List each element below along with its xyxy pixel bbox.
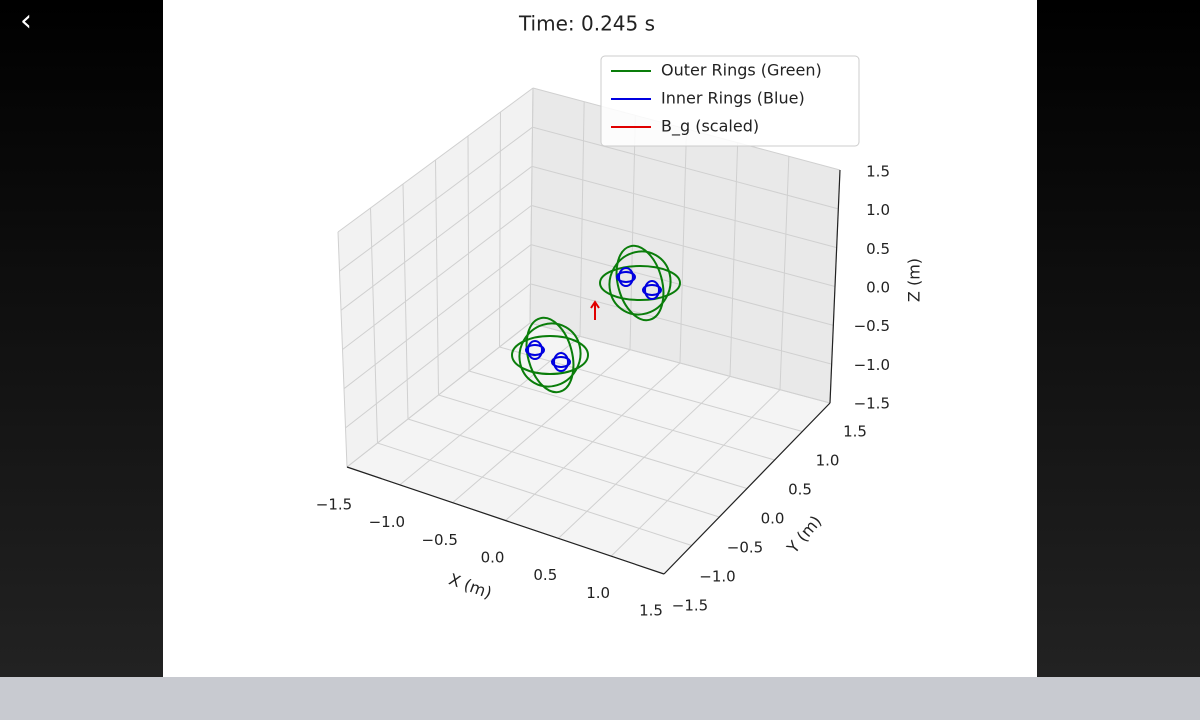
inner-ring [551,356,571,368]
axis-line [346,466,665,575]
grid-line [532,126,839,210]
grid-line [337,87,534,233]
inner-ring [618,267,634,287]
legend-label: B_g (scaled) [661,117,759,137]
outer-ring [615,244,665,322]
grid-line [499,346,803,432]
tick-label: −1.5 [672,597,708,615]
tick-label: −1.0 [699,568,735,586]
legend-label: Inner Rings (Blue) [661,89,805,108]
outer-ring [511,335,589,375]
back-button[interactable]: ‹ [20,4,32,39]
tick-label: 1.5 [639,602,663,620]
bottom-bar [0,677,1200,720]
legend: Outer Rings (Green) Inner Rings (Blue) B… [600,55,860,147]
outer-ring [608,250,672,316]
plot-title: Time: 0.245 s [518,12,655,36]
tick-label: −1.0 [854,356,890,374]
tick-label: 1.5 [843,423,867,441]
tick-label: −0.5 [727,539,763,557]
inner-ring [616,271,636,283]
axes-box: −1.5−1.0−0.50.00.51.01.5 −1.5−1.0−0.50.00… [316,87,890,620]
pane [338,88,533,467]
pane [347,323,830,574]
legend-label: Outer Rings (Green) [661,61,822,80]
grid-line [339,126,533,272]
tick-label: 0.5 [866,240,890,258]
tick-label: 1.0 [866,201,890,219]
tick-label: 1.0 [816,452,840,470]
tick-label: −1.5 [316,496,352,514]
tick-label: −1.5 [854,395,890,413]
tick-label: 0.5 [533,566,557,584]
z-axis-label: Z (m) [905,258,924,302]
tick-label: −0.5 [854,317,890,335]
inner-ring [644,280,660,300]
tick-label: 0.5 [788,481,812,499]
tick-label: 0.0 [866,279,890,297]
outer-ring [599,265,681,301]
axis-line [829,169,841,404]
axis-line [663,402,831,575]
grid-line [529,322,831,404]
legend-box [600,55,860,147]
inner-ring [527,340,543,360]
outer-ring [525,316,575,394]
inner-ring [525,344,545,356]
pane [530,88,840,403]
rings [511,244,681,394]
tick-label: 1.5 [866,163,890,181]
tick-label: 1.0 [586,584,610,602]
outer-ring [518,322,582,388]
tick-label: −0.5 [421,531,457,549]
tick-label: 0.0 [761,510,785,528]
field-arrow-head [590,300,600,309]
tick-label: 0.0 [481,549,505,567]
tick-label: −1.0 [369,513,405,531]
inner-ring [553,352,569,372]
inner-ring [642,284,662,296]
